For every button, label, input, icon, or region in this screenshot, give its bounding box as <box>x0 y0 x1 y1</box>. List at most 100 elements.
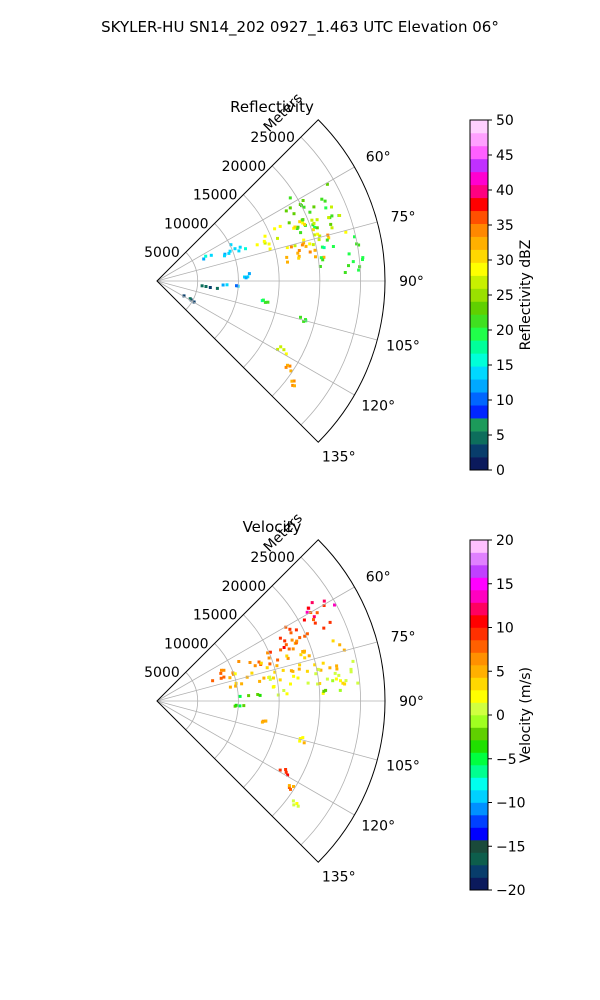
echo-cell <box>291 799 295 803</box>
echo-cell <box>358 265 362 269</box>
echo-cell <box>292 785 295 788</box>
echo-cell <box>357 243 361 247</box>
echo-cell <box>312 615 316 619</box>
echo-cell <box>312 618 315 622</box>
echo-cell <box>311 243 315 247</box>
reflectivity-plot-title: Reflectivity <box>230 98 314 116</box>
echo-cell <box>293 244 297 248</box>
echo-cell <box>228 676 232 680</box>
range-tick-label: 25000 <box>250 130 295 146</box>
colorbar-swatch <box>470 353 488 367</box>
echo-cell <box>295 639 299 643</box>
colorbar-swatch <box>470 262 488 276</box>
echo-cell <box>244 276 248 280</box>
echo-cell <box>286 363 289 367</box>
echo-cell <box>302 618 306 622</box>
colorbar-tick-label: −10 <box>496 796 526 812</box>
echo-cell <box>282 348 286 352</box>
echo-cell <box>329 222 333 226</box>
echo-cell <box>331 679 335 683</box>
echo-cell <box>318 234 322 238</box>
echo-cell <box>312 233 316 237</box>
sector-frame <box>156 539 386 863</box>
colorbar-swatch <box>470 865 488 878</box>
echo-cell <box>347 264 350 268</box>
echo-cell <box>238 694 242 698</box>
echo-cell <box>266 300 270 304</box>
echo-cell <box>313 248 317 252</box>
azimuth-tick-label: 105° <box>386 758 420 774</box>
colorbar-swatch <box>470 690 488 703</box>
echo-cell <box>295 802 299 805</box>
colorbar-tick-label: 25 <box>496 288 514 304</box>
colorbar-swatch <box>470 802 488 816</box>
echo-cell <box>287 784 291 788</box>
colorbar-swatch <box>470 197 488 212</box>
colorbar-tick-label: 5 <box>496 664 505 680</box>
echo-cell <box>349 670 353 674</box>
echo-cell <box>209 253 213 257</box>
echo-cell <box>240 682 244 686</box>
echo-cell <box>202 257 206 261</box>
echo-cell <box>268 247 272 251</box>
echo-cell <box>276 236 279 240</box>
echo-cell <box>328 620 332 624</box>
echo-cell <box>286 260 289 264</box>
echo-cell <box>282 646 286 649</box>
echo-cell <box>305 669 309 673</box>
echo-cell <box>238 704 242 708</box>
echo-cell <box>337 673 341 677</box>
echo-cell <box>262 239 266 243</box>
range-tick-label: 10000 <box>164 636 209 652</box>
range-tick-label: 20000 <box>222 579 267 595</box>
echo-cell <box>284 625 288 629</box>
echo-cell <box>275 664 279 668</box>
colorbar-swatch <box>470 210 488 224</box>
echo-cell <box>255 243 259 247</box>
echo-cell <box>318 682 322 685</box>
echo-cell <box>313 225 317 229</box>
echo-cell <box>271 685 275 689</box>
echo-cell <box>268 677 272 681</box>
echo-cell <box>282 689 286 692</box>
echo-cell <box>321 661 325 665</box>
range-tick-label: 25000 <box>250 550 295 566</box>
echo-cell <box>343 682 347 686</box>
echo-cell <box>356 681 360 685</box>
echo-cell <box>341 681 345 685</box>
echo-cell <box>302 241 306 245</box>
echo-cell <box>258 679 262 683</box>
echo-cell <box>323 199 327 203</box>
echo-cell <box>287 647 291 651</box>
colorbar-swatch <box>470 288 488 302</box>
echo-cell <box>258 693 262 697</box>
echo-cell <box>290 379 294 383</box>
colorbar-tick-label: 35 <box>496 218 514 234</box>
echo-cell <box>182 294 186 298</box>
velocity-sector: 5000 10000 15000 20000 25000 60° 75° 90° 105° 120… <box>144 510 424 885</box>
colorbar-swatch <box>470 145 488 160</box>
echo-cell <box>315 226 319 230</box>
echo-cell <box>278 224 282 228</box>
echo-cell <box>308 210 312 214</box>
echo-cell <box>316 682 320 686</box>
colorbar-swatch <box>470 652 488 666</box>
echo-cell <box>335 664 339 668</box>
range-tick-label: 5000 <box>144 245 180 261</box>
colorbar-swatch <box>470 877 488 891</box>
echo-cell <box>322 255 326 259</box>
range-tick-label: 15000 <box>193 608 238 624</box>
echo-cell <box>289 682 292 686</box>
echo-cell <box>327 216 331 220</box>
colorbar-swatch <box>470 340 488 354</box>
echo-cell <box>235 284 238 288</box>
echo-cell <box>300 218 304 222</box>
echo-cell <box>220 668 223 672</box>
azimuth-tick-label: 75° <box>391 630 416 646</box>
echo-cell <box>322 599 326 603</box>
echo-cell <box>315 611 319 615</box>
echo-cell <box>284 365 288 369</box>
echo-cell <box>302 238 306 242</box>
colorbar-tick-label: 5 <box>496 428 505 444</box>
echo-cell <box>257 660 261 664</box>
